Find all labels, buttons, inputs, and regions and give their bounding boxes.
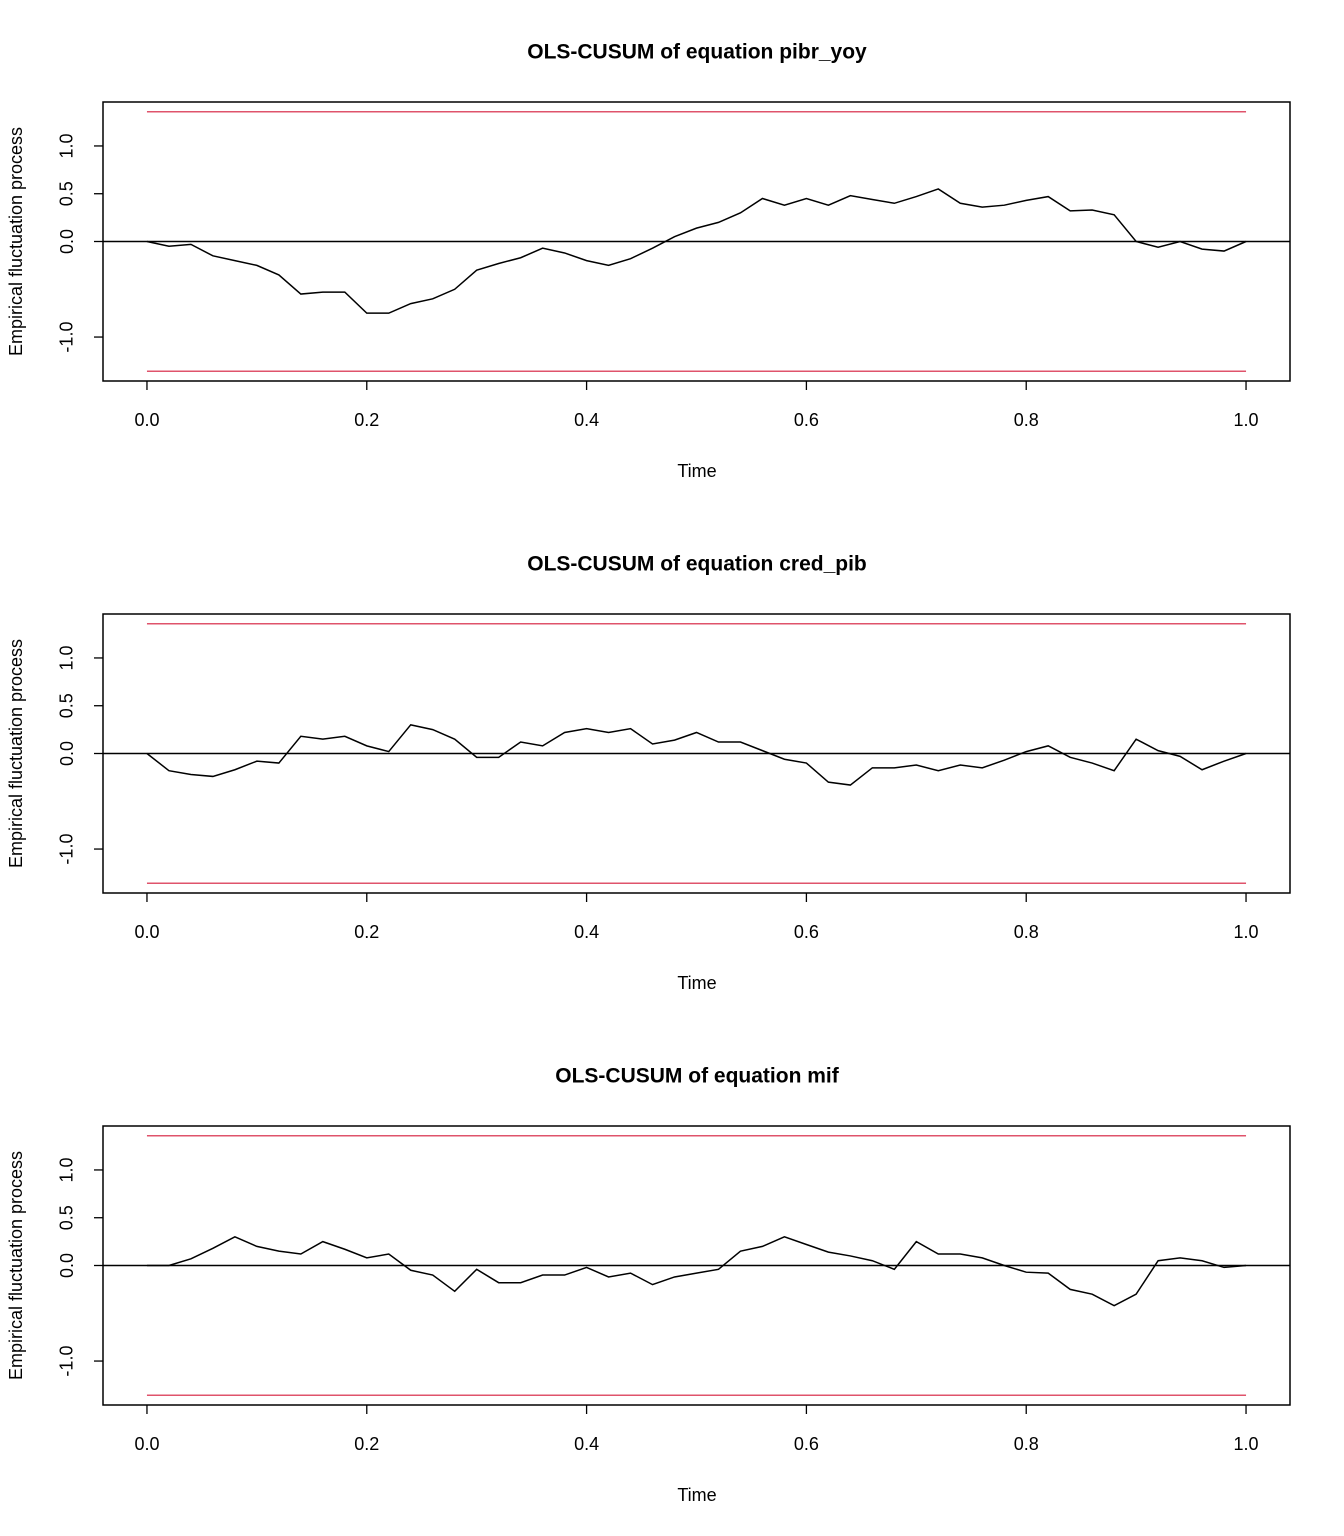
y-axis-label: Empirical fluctuation process [6,639,26,868]
x-tick-label: 0.6 [794,922,819,942]
chart-title: OLS-CUSUM of equation pibr_yoy [527,41,867,64]
y-tick-label: -1.0 [57,322,77,353]
y-tick-label: 1.0 [57,1157,77,1182]
y-tick-label: -1.0 [57,1346,77,1377]
x-tick-label: 0.2 [354,1434,379,1454]
x-tick-label: 0.0 [134,1434,159,1454]
x-tick-label: 0.4 [574,1434,599,1454]
x-tick-label: 0.8 [1014,1434,1039,1454]
x-tick-label: 0.4 [574,922,599,942]
y-tick-label: 0.0 [57,1253,77,1278]
cusum-line [146,724,1247,786]
y-axis-label: Empirical fluctuation process [6,1151,26,1380]
y-tick-label: 0.5 [57,181,77,206]
x-tick-label: 0.0 [134,410,159,430]
x-tick-label: 1.0 [1234,1434,1259,1454]
x-axis-label: Time [677,1485,716,1505]
x-axis-label: Time [677,973,716,993]
x-tick-label: 0.0 [134,922,159,942]
y-tick-label: 1.0 [57,133,77,158]
cusum-line [146,1236,1247,1307]
y-tick-label: 1.0 [57,645,77,670]
x-tick-label: 0.2 [354,410,379,430]
x-tick-label: 0.6 [794,410,819,430]
x-tick-label: 0.8 [1014,410,1039,430]
x-tick-label: 0.4 [574,410,599,430]
chart-title: OLS-CUSUM of equation mif [555,1065,839,1088]
y-tick-label: 0.5 [57,1205,77,1230]
x-tick-label: 0.6 [794,1434,819,1454]
cusum-line [146,188,1247,314]
y-tick-label: -1.0 [57,834,77,865]
y-tick-label: 0.0 [57,229,77,254]
x-tick-label: 0.8 [1014,922,1039,942]
y-tick-label: 0.5 [57,693,77,718]
y-tick-label: 0.0 [57,741,77,766]
x-tick-label: 0.2 [354,922,379,942]
x-axis-label: Time [677,461,716,481]
x-tick-label: 1.0 [1234,922,1259,942]
y-axis-label: Empirical fluctuation process [6,127,26,356]
chart-title: OLS-CUSUM of equation cred_pib [527,553,867,576]
x-tick-label: 1.0 [1234,410,1259,430]
